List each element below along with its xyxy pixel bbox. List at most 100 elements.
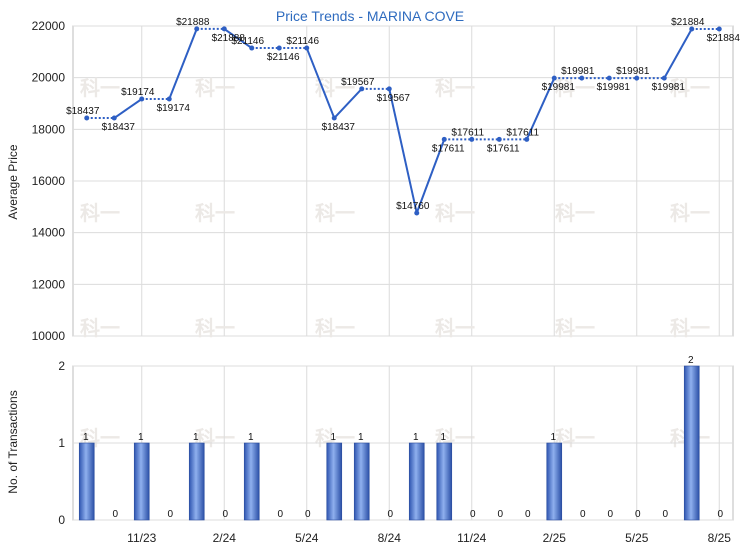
price-line-segment [663,28,693,79]
price-point [689,26,695,32]
transaction-bar-label: 0 [607,509,613,520]
watermark: 科一 [670,76,710,100]
price-point [249,45,255,51]
transaction-bar-label: 0 [662,509,668,520]
x-tick-label: 5/25 [625,531,649,545]
transaction-bar [188,442,205,521]
price-line-segment [333,88,363,119]
transaction-bar-label: 1 [138,432,144,443]
transaction-bar-label: 0 [277,509,283,520]
transactions-panel: 0 1 2 1 0 1 0 1 0 1 0 0 1 1 0 1 1 0 0 0 1 0 0 0 0 2 0 11/23 2/24 5/24… [58,355,734,545]
price-point [469,136,475,142]
price-data-label: $19981 [616,66,650,77]
watermark: 科一 [670,201,710,225]
watermark: 科一 [555,76,595,100]
price-point [111,115,117,121]
price-point [524,136,530,142]
transaction-bar [436,442,453,521]
price-data-label: $17611 [487,143,520,154]
price-point [304,45,310,51]
price-point [414,210,420,216]
price-point [139,96,145,102]
price-point [276,45,282,51]
watermark: 科一 [195,76,235,100]
watermark: 科一 [555,316,595,340]
price-data-label: $21888 [212,33,246,44]
price-point [551,75,557,81]
price-line-segment [223,28,253,49]
watermark: 科一 [195,201,235,225]
transaction-bar [133,442,150,521]
price-point [84,115,90,121]
transaction-bar-label: 0 [717,509,723,520]
transactions-y-tick-label: 1 [58,436,65,450]
transaction-bar-label: 0 [497,509,503,520]
price-data-label: $19981 [561,66,595,77]
watermark: 科一 [80,76,120,100]
watermark: 科一 [315,316,355,340]
price-point [661,75,667,81]
price-y-tick-label: 20000 [32,71,66,85]
price-data-label: $21884 [671,17,705,28]
transaction-bar-label: 1 [440,432,446,443]
price-point [579,75,585,81]
price-data-label: $21146 [231,36,264,47]
watermark: 科一 [670,316,710,340]
price-y-tick-label: 18000 [32,122,66,136]
transaction-bar-label: 1 [193,432,199,443]
transaction-bar-label: 1 [330,432,336,443]
transaction-bar [78,442,95,521]
transactions-y-axis-label: No. of Transactions [6,390,20,493]
price-point [221,26,227,32]
price-data-label: $19567 [377,93,411,104]
price-point [496,136,502,142]
transaction-bar-label: 0 [112,509,118,520]
transactions-y-tick-label: 0 [58,513,65,527]
price-point [386,86,392,92]
transaction-bar [243,442,260,521]
price-line-segment [415,139,446,214]
price-data-label: $17611 [432,143,465,154]
watermark: 科一 [80,316,120,340]
transaction-bar-label: 1 [413,432,419,443]
price-y-tick-label: 16000 [32,174,66,188]
price-y-axis-label: Average Price [6,144,20,219]
price-y-tick-label: 10000 [32,329,66,343]
transaction-bar-label: 0 [470,509,476,520]
transaction-bar [408,442,425,521]
price-data-label: $14760 [396,201,430,212]
transaction-bar-label: 0 [580,509,586,520]
transaction-bar-label: 0 [387,509,393,520]
transaction-bar-label: 1 [550,432,556,443]
watermark: 科一 [80,201,120,225]
x-tick-label: 8/25 [708,531,732,545]
price-data-label: $19567 [341,77,375,88]
x-tick-label: 2/24 [213,531,237,545]
price-data-label: $21146 [286,36,319,47]
price-point [441,136,447,142]
price-data-label: $17611 [506,127,539,138]
x-tick-label: 5/24 [295,531,319,545]
x-tick-label: 2/25 [543,531,567,545]
price-data-label: $18437 [102,122,136,133]
watermark: 科一 [435,76,475,100]
transaction-bar-label: 0 [525,509,531,520]
price-y-tick-label: 12000 [32,277,66,291]
price-line-segment [388,88,418,214]
price-data-label: $19174 [121,87,155,98]
price-point [359,86,365,92]
watermark: 科一 [555,201,595,225]
price-data-label: $19174 [157,103,191,114]
chart-title: Price Trends - MARINA COVE [276,8,464,24]
price-point [716,26,722,32]
price-data-label: $19981 [542,82,576,93]
transaction-bar [326,442,343,521]
price-data-label: $17611 [451,127,484,138]
transactions-y-tick-label: 2 [58,359,65,373]
transaction-bar [353,442,370,521]
x-tick-label: 11/23 [127,531,156,545]
price-y-tick-label: 14000 [32,226,66,240]
transaction-bar-label: 1 [83,432,89,443]
